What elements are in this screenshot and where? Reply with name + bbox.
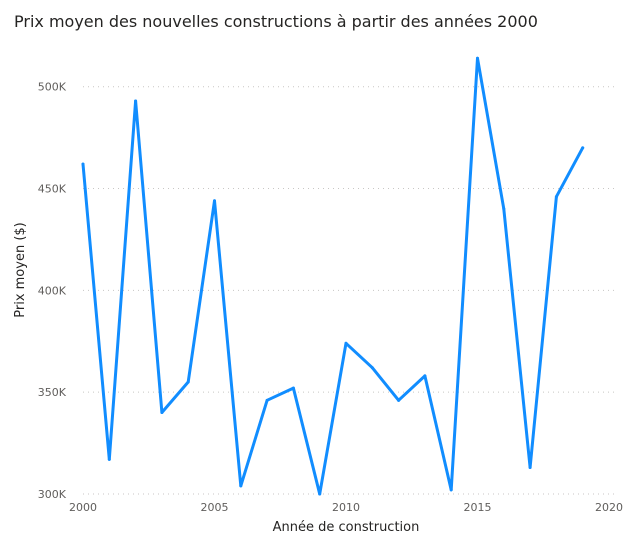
- y-tick-label: 500K: [38, 81, 67, 94]
- y-tick-label: 350K: [38, 386, 67, 399]
- data-point: [107, 457, 111, 461]
- data-point: [344, 341, 348, 345]
- data-point: [554, 195, 558, 199]
- chart-title: Prix moyen des nouvelles constructions à…: [14, 12, 538, 31]
- x-tick-label: 2000: [69, 501, 97, 514]
- series-line: [81, 56, 585, 496]
- data-point: [213, 199, 216, 203]
- data-point: [449, 488, 453, 492]
- data-point: [186, 380, 190, 384]
- x-tick-label: 2015: [464, 501, 492, 514]
- x-axis-ticks: 2000 2005 2010 2015 2020: [69, 501, 623, 514]
- data-point: [81, 162, 85, 166]
- y-tick-label: 400K: [38, 284, 67, 297]
- data-point: [581, 146, 585, 150]
- data-point: [318, 492, 322, 496]
- gridlines: [83, 86, 614, 495]
- data-point: [291, 386, 295, 390]
- data-point: [239, 484, 243, 488]
- data-point: [134, 99, 138, 103]
- data-point: [476, 56, 479, 60]
- y-axis-ticks: 300K 350K 400K 450K 500K: [38, 81, 67, 501]
- y-tick-label: 300K: [38, 488, 67, 501]
- series-layer: [81, 56, 585, 496]
- data-point: [423, 374, 427, 378]
- x-tick-label: 2020: [595, 501, 623, 514]
- data-point: [397, 398, 401, 402]
- data-point: [160, 411, 164, 415]
- x-tick-label: 2005: [201, 501, 229, 514]
- data-point: [265, 398, 269, 402]
- x-axis-title: Année de construction: [273, 520, 420, 535]
- y-tick-label: 450K: [38, 183, 67, 196]
- data-point: [502, 207, 506, 211]
- data-point: [528, 466, 532, 470]
- x-tick-label: 2010: [332, 501, 360, 514]
- y-axis-title: Prix moyen ($): [13, 222, 28, 318]
- data-point: [370, 366, 374, 370]
